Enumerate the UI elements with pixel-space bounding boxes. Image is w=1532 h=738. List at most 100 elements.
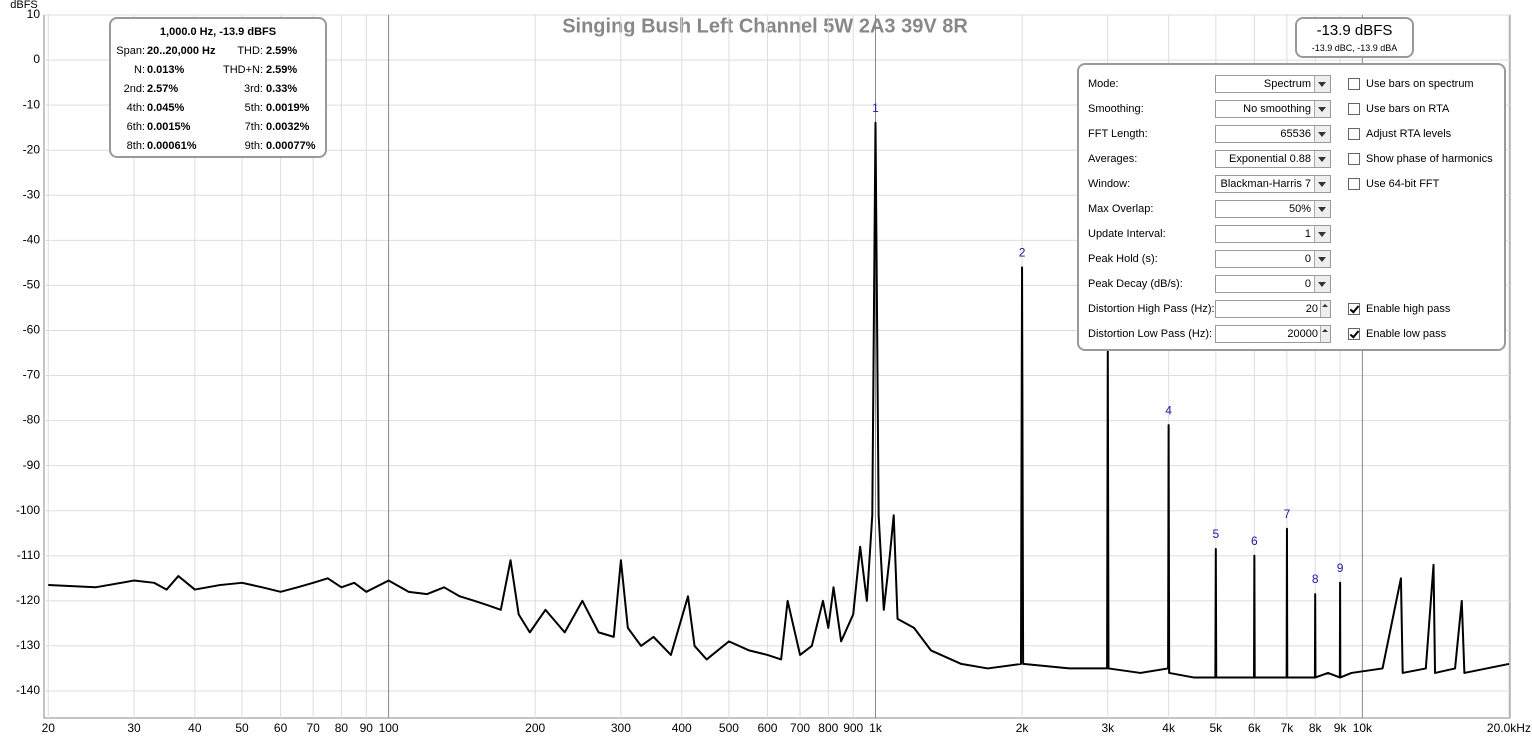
dropdown-button[interactable] <box>1314 201 1330 217</box>
dropdown[interactable]: Exponential 0.88 <box>1215 150 1331 168</box>
spin-field[interactable]: 20 <box>1215 300 1331 318</box>
info-value: 2.59% <box>266 64 298 76</box>
dropdown[interactable]: 1 <box>1215 225 1331 243</box>
x-tick-label: 500 <box>719 721 739 735</box>
arrow <box>1318 157 1326 162</box>
dropdown-button[interactable] <box>1314 151 1330 167</box>
x-tick-label: 700 <box>790 721 810 735</box>
x-tick-label: 200 <box>525 721 545 735</box>
checkbox[interactable] <box>1348 328 1360 340</box>
setting-value: 0 <box>1304 253 1311 265</box>
checkbox[interactable] <box>1348 303 1360 315</box>
setting-value: Spectrum <box>1263 78 1311 90</box>
setting-value: 65536 <box>1280 128 1311 140</box>
info-label: 6th: <box>126 121 145 133</box>
info-label: Span: <box>116 45 145 57</box>
dropdown[interactable]: 65536 <box>1215 125 1331 143</box>
dropdown[interactable]: No smoothing <box>1215 100 1331 118</box>
checkbox-label: Enable low pass <box>1366 328 1447 340</box>
x-tick-label: 30 <box>127 721 141 735</box>
x-tick-label: 900 <box>843 721 863 735</box>
dropdown[interactable]: Spectrum <box>1215 75 1331 93</box>
x-tick-label: 800 <box>818 721 838 735</box>
checkbox-label: Use bars on spectrum <box>1366 78 1474 90</box>
info-value: 2.57% <box>147 83 179 95</box>
setting-value: 20 <box>1305 303 1318 315</box>
dropdown[interactable]: 0 <box>1215 250 1331 268</box>
y-axis-label: dBFS <box>10 0 38 11</box>
y-tick-label: 0 <box>33 52 40 66</box>
checkbox[interactable] <box>1348 178 1360 190</box>
y-tick-label: -140 <box>16 683 40 697</box>
dropdown-button[interactable] <box>1314 176 1330 192</box>
setting-label: Update Interval: <box>1088 228 1166 240</box>
spin-buttons[interactable] <box>1320 301 1330 317</box>
y-tick-label: -130 <box>16 638 40 652</box>
x-tick-label: 80 <box>335 721 349 735</box>
info-value: 0.0015% <box>147 121 191 133</box>
y-tick-label: -70 <box>23 368 41 382</box>
x-tick-label: 10k <box>1353 721 1373 735</box>
dropdown[interactable]: 50% <box>1215 200 1331 218</box>
y-tick-label: -50 <box>23 278 41 292</box>
x-tick-label: 3k <box>1101 721 1115 735</box>
dropdown[interactable]: 0 <box>1215 275 1331 293</box>
info-label: 3rd: <box>244 83 263 95</box>
info-value: 0.0019% <box>266 102 310 114</box>
level-main: -13.9 dBFS <box>1316 22 1393 39</box>
x-tick-label: 40 <box>188 721 202 735</box>
x-tick-label: 6k <box>1248 721 1262 735</box>
setting-value: Blackman-Harris 7 <box>1220 178 1311 190</box>
x-tick-label: 7k <box>1281 721 1295 735</box>
checkbox[interactable] <box>1348 103 1360 115</box>
check-mark <box>1349 328 1360 339</box>
dropdown-button[interactable] <box>1314 126 1330 142</box>
spin-field[interactable]: 20000 <box>1215 325 1331 343</box>
setting-value: 20000 <box>1287 328 1318 340</box>
x-tick-label: 400 <box>672 721 692 735</box>
setting-label: Window: <box>1088 178 1131 190</box>
y-tick-label: -80 <box>23 413 41 427</box>
checkbox[interactable] <box>1348 128 1360 140</box>
setting-value: 1 <box>1304 228 1311 240</box>
checkbox[interactable] <box>1348 153 1360 165</box>
x-tick-label: 20 <box>42 721 56 735</box>
setting-label: Peak Hold (s): <box>1088 253 1158 265</box>
x-tick-label: 70 <box>306 721 320 735</box>
peak-label: 4 <box>1165 403 1172 417</box>
x-tick-label: 300 <box>611 721 631 735</box>
arrow <box>1318 82 1326 87</box>
dropdown-button[interactable] <box>1314 226 1330 242</box>
dropdown-button[interactable] <box>1314 101 1330 117</box>
x-tick-label: 2k <box>1016 721 1030 735</box>
x-tick-label: 60 <box>274 721 288 735</box>
setting-label: Mode: <box>1088 78 1119 90</box>
dropdown[interactable]: Blackman-Harris 7 <box>1215 175 1331 193</box>
y-tick-label: -100 <box>16 503 40 517</box>
y-tick-label: -60 <box>23 323 41 337</box>
level-box: -13.9 dBFS -13.9 dBC, -13.9 dBA <box>1295 17 1414 58</box>
y-tick-label: -10 <box>23 97 41 111</box>
setting-label: Averages: <box>1088 153 1138 165</box>
peak-label: 9 <box>1337 561 1344 575</box>
dropdown-button[interactable] <box>1314 276 1330 292</box>
peak-label: 2 <box>1019 246 1026 260</box>
spin-buttons[interactable] <box>1320 326 1330 342</box>
x-tick-label: 600 <box>757 721 777 735</box>
setting-label: Distortion High Pass (Hz): <box>1088 303 1215 315</box>
y-tick-label: 10 <box>27 7 41 21</box>
dropdown-button[interactable] <box>1314 76 1330 92</box>
checkbox[interactable] <box>1348 78 1360 90</box>
setting-label: Smoothing: <box>1088 103 1144 115</box>
dropdown-button[interactable] <box>1314 251 1330 267</box>
arrow <box>1318 282 1326 287</box>
info-value: 0.00077% <box>266 140 316 152</box>
y-tick-label: -110 <box>17 548 40 562</box>
info-value: 0.33% <box>266 83 298 95</box>
peak-label: 8 <box>1312 572 1319 586</box>
x-tick-label: 5k <box>1209 721 1223 735</box>
arrow <box>1318 182 1326 187</box>
arrow <box>1318 232 1326 237</box>
settings-panel: Mode: Spectrum Smoothing: No smoothing FFT L… <box>1077 63 1506 351</box>
